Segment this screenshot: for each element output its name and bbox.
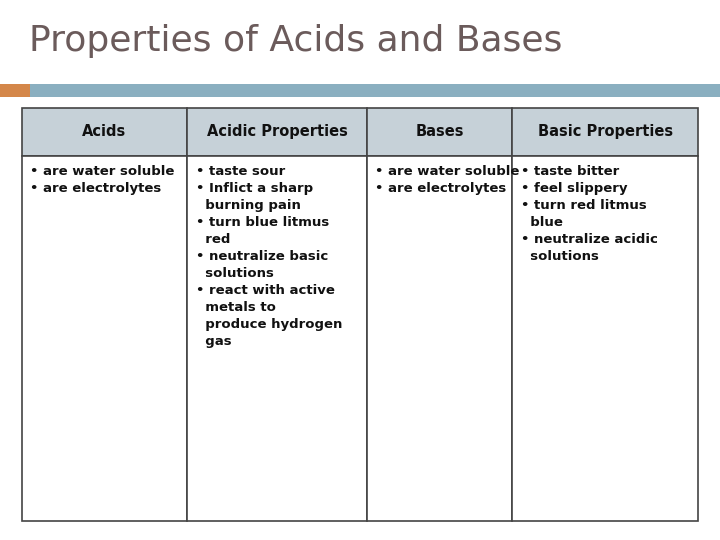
Text: • are water soluble
• are electrolytes: • are water soluble • are electrolytes [30, 165, 175, 195]
Bar [513, 108, 698, 156]
Bar [0, 84, 30, 97]
Bar [22, 156, 187, 521]
Bar [30, 84, 720, 97]
Text: Acids: Acids [82, 124, 127, 139]
Text: • are water soluble
• are electrolytes: • are water soluble • are electrolytes [375, 165, 520, 195]
Bar [366, 156, 513, 521]
Text: Bases: Bases [415, 124, 464, 139]
Bar [513, 156, 698, 521]
Text: Properties of Acids and Bases: Properties of Acids and Bases [29, 24, 562, 58]
Text: Acidic Properties: Acidic Properties [207, 124, 348, 139]
Bar [22, 108, 187, 156]
Bar [366, 108, 513, 156]
Bar [187, 108, 366, 156]
Text: • taste sour
• Inflict a sharp
  burning pain
• turn blue litmus
  red
• neutral: • taste sour • Inflict a sharp burning p… [196, 165, 343, 348]
Text: Basic Properties: Basic Properties [538, 124, 673, 139]
Text: • taste bitter
• feel slippery
• turn red litmus
  blue
• neutralize acidic
  so: • taste bitter • feel slippery • turn re… [521, 165, 658, 263]
Bar [187, 156, 366, 521]
